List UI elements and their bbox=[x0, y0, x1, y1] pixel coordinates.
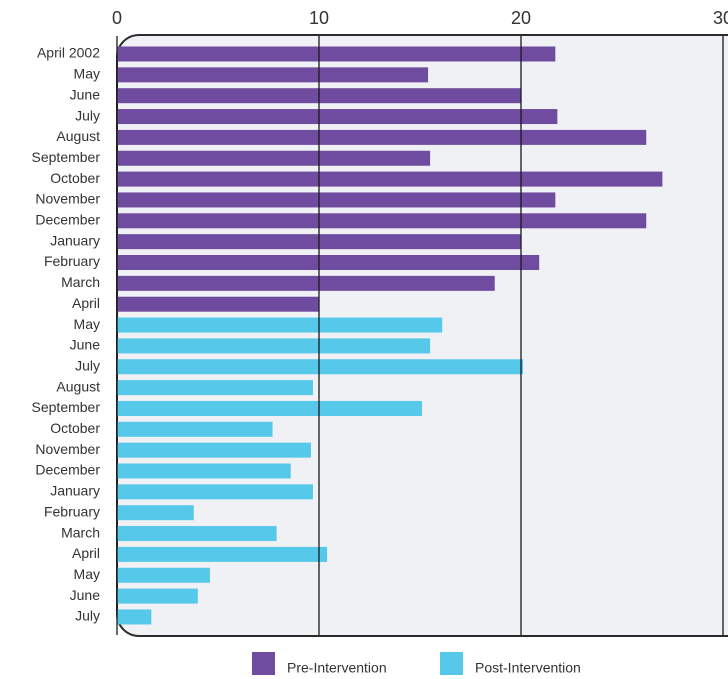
y-tick-label: April 2002 bbox=[37, 45, 100, 61]
y-tick-label: December bbox=[35, 212, 100, 228]
y-tick-label: April bbox=[72, 545, 100, 561]
y-tick-label: August bbox=[56, 378, 100, 394]
bar bbox=[117, 317, 443, 333]
bar bbox=[117, 505, 194, 521]
bar bbox=[117, 255, 540, 270]
x-tick-label: 0 bbox=[112, 8, 122, 28]
bar bbox=[117, 296, 319, 312]
bar bbox=[117, 609, 152, 625]
y-tick-label: March bbox=[61, 524, 100, 540]
y-tick-label: June bbox=[70, 587, 101, 603]
bar bbox=[117, 275, 495, 291]
bar bbox=[117, 400, 423, 416]
y-tick-label: December bbox=[35, 462, 100, 478]
bar bbox=[117, 46, 556, 62]
x-tick-label: 20 bbox=[511, 8, 531, 28]
bar bbox=[117, 380, 313, 396]
legend-label: Pre-Intervention bbox=[287, 660, 387, 676]
legend-swatch bbox=[440, 652, 463, 675]
bar bbox=[117, 171, 663, 187]
legend-label: Post-Intervention bbox=[475, 660, 581, 676]
bar bbox=[117, 67, 429, 83]
y-tick-label: July bbox=[75, 107, 100, 123]
bar bbox=[117, 150, 431, 166]
bar bbox=[117, 338, 431, 354]
y-tick-label: November bbox=[35, 191, 100, 207]
bar bbox=[117, 213, 647, 229]
x-tick-label: 10 bbox=[309, 8, 329, 28]
y-tick-label: October bbox=[50, 170, 100, 186]
plot-area bbox=[116, 34, 728, 637]
bar bbox=[117, 463, 291, 479]
y-tick-label: May bbox=[74, 566, 100, 582]
bar bbox=[117, 359, 524, 375]
bar bbox=[117, 109, 558, 125]
y-tick-label: October bbox=[50, 420, 100, 436]
y-tick-label: August bbox=[56, 128, 100, 144]
y-tick-label: May bbox=[74, 66, 100, 82]
y-tick-label: February bbox=[44, 253, 100, 269]
bar bbox=[117, 588, 198, 604]
bar bbox=[117, 526, 277, 542]
y-tick-label: April bbox=[72, 295, 100, 311]
bar bbox=[117, 192, 556, 208]
bar bbox=[117, 421, 273, 437]
bar bbox=[117, 442, 311, 458]
y-tick-label: March bbox=[61, 274, 100, 290]
y-tick-label: June bbox=[70, 337, 101, 353]
bar bbox=[117, 567, 210, 583]
bar bbox=[117, 129, 647, 145]
y-tick-label: September bbox=[32, 399, 101, 415]
y-tick-label: January bbox=[50, 232, 100, 248]
y-tick-label: July bbox=[75, 608, 100, 624]
y-tick-label: November bbox=[35, 441, 100, 457]
bar bbox=[117, 546, 328, 562]
bar bbox=[117, 484, 313, 500]
y-tick-label: September bbox=[32, 149, 101, 165]
y-tick-label: July bbox=[75, 357, 100, 373]
legend-swatch bbox=[252, 652, 275, 675]
x-tick-label: 30 bbox=[713, 8, 728, 28]
y-tick-label: May bbox=[74, 316, 100, 332]
y-tick-label: February bbox=[44, 503, 100, 519]
y-tick-label: January bbox=[50, 483, 100, 499]
y-tick-label: June bbox=[70, 86, 101, 102]
